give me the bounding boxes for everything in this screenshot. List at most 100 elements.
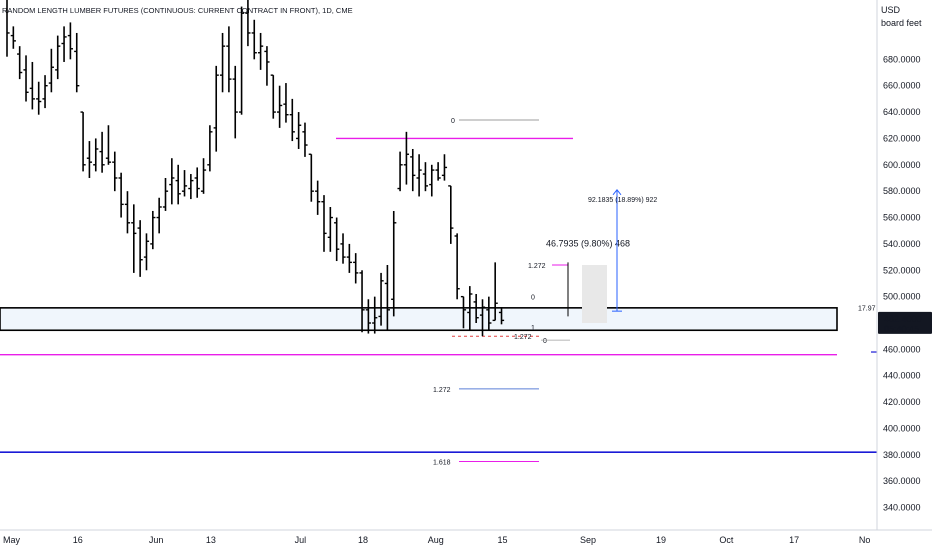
price-tick-label: 360.0000 xyxy=(883,476,921,486)
price-tick-label: 620.0000 xyxy=(883,133,921,143)
ohlc-bar xyxy=(308,153,314,202)
price-tick-label: 660.0000 xyxy=(883,81,921,91)
ohlc-bar xyxy=(175,164,181,205)
ohlc-bar xyxy=(137,220,143,277)
ohlc-bar xyxy=(454,233,460,300)
ohlc-bar xyxy=(232,65,238,139)
ohlc-bar xyxy=(93,138,99,172)
ohlc-bar xyxy=(353,253,359,284)
time-tick-label: 18 xyxy=(358,535,368,545)
fib-1618-label: 1.618 xyxy=(433,459,451,466)
ohlc-bar xyxy=(188,174,194,200)
ohlc-bar xyxy=(422,162,429,192)
ohlc-bar xyxy=(416,154,422,197)
price-axis[interactable]: 340.0000 360.0000 380.0000 400.0000 420.0000… xyxy=(876,0,932,530)
time-tick-label: 15 xyxy=(498,535,508,545)
time-tick-label: Sep xyxy=(580,535,596,545)
ohlc-bar xyxy=(460,295,467,329)
support-zone-box xyxy=(0,307,838,332)
price-tag-countdown: 05:40:45 xyxy=(884,324,919,334)
ohlc-bar xyxy=(105,125,112,165)
price-axis-unit: board feet xyxy=(881,18,922,28)
ohlc-bar xyxy=(302,122,308,157)
price-tick-label: 560.0000 xyxy=(883,213,921,223)
ohlc-bar xyxy=(429,164,435,197)
ohlc-bar xyxy=(441,154,448,181)
ohlc-bar xyxy=(277,85,283,128)
ohlc-bar xyxy=(270,74,276,119)
price-tick-label: 520.0000 xyxy=(883,265,921,275)
time-axis[interactable]: May 16 Jun 13 Jul 18 Aug 15 Sep 19 Oct 17 No xyxy=(0,529,932,545)
ohlc-bar xyxy=(181,170,188,197)
ohlc-bar xyxy=(372,296,378,334)
drawing-layer-front: 46.7935 (9.80%) 468 92.1835 (18.89%) 922 1… xyxy=(546,189,877,353)
ohlc-bar xyxy=(321,195,327,252)
left-value-label: 17.97 xyxy=(858,305,876,312)
ohlc-bar xyxy=(86,141,93,178)
price-tick-label: 460.0000 xyxy=(883,344,921,354)
small-fib-0b-label: 0 xyxy=(543,338,547,345)
price-tick-label: 340.0000 xyxy=(883,503,921,513)
ohlc-bar xyxy=(80,111,86,172)
ohlc-bar xyxy=(162,177,169,211)
ohlc-bar xyxy=(258,32,264,70)
time-tick-label: Jun xyxy=(149,535,164,545)
ohlc-bar xyxy=(226,26,232,93)
ohlc-bar xyxy=(479,299,486,337)
ohlc-bar xyxy=(315,180,321,215)
ohlc-bar xyxy=(486,296,492,330)
price-tick-label: 600.0000 xyxy=(883,160,921,170)
small-fib-0-label: 0 xyxy=(531,295,535,302)
price-tick-label: 640.0000 xyxy=(883,107,921,117)
ohlc-bar xyxy=(55,35,61,80)
ohlc-bar xyxy=(340,233,346,264)
ohlc-bar xyxy=(283,83,289,123)
ohlc-bar xyxy=(378,272,384,326)
price-tick-label: 580.0000 xyxy=(883,186,921,196)
time-tick-label: 13 xyxy=(206,535,216,545)
price-axis-currency: USD xyxy=(881,5,901,15)
ohlc-bar xyxy=(131,204,137,273)
small-fib-1272b-label: 1.272 xyxy=(514,334,532,341)
time-tick-label: Jul xyxy=(295,535,307,545)
ohlc-bar xyxy=(327,206,333,252)
ohlc-bar xyxy=(289,98,295,142)
ohlc-bar xyxy=(42,75,48,109)
price-tick-label: 380.0000 xyxy=(883,450,921,460)
ohlc-bar xyxy=(448,185,454,244)
ohlc-bar xyxy=(467,286,473,330)
price-tick-label: 540.0000 xyxy=(883,239,921,249)
ohlc-bar xyxy=(334,217,340,262)
ohlc-bar xyxy=(112,151,118,192)
ohlc-bar xyxy=(264,46,270,86)
ohlc-bar xyxy=(67,22,73,60)
ohlc-bar xyxy=(346,243,352,273)
price-tag-value: 482.4000 xyxy=(884,314,922,324)
price-tick-label: 440.0000 xyxy=(883,371,921,381)
ohlc-bar xyxy=(251,19,257,60)
ohlc-bar xyxy=(194,167,200,198)
ohlc-bar xyxy=(384,265,390,330)
ohlc-bar xyxy=(492,262,498,322)
range-label: 92.1835 (18.89%) 922 xyxy=(588,197,657,204)
time-tick-label: Oct xyxy=(719,535,734,545)
price-tick-label: 420.0000 xyxy=(883,397,921,407)
ohlc-bar xyxy=(397,151,403,192)
ohlc-bar xyxy=(36,81,42,115)
ohlc-bar xyxy=(124,191,131,234)
drawing-layer-back: 0 1.272 1.618 1.272 0 1 1.272 0 xyxy=(0,118,877,466)
time-tick-label: Aug xyxy=(428,535,444,545)
ohlc-bar xyxy=(296,112,302,149)
ohlc-bar xyxy=(143,233,150,271)
ohlc-bar xyxy=(74,32,80,93)
ohlc-bar xyxy=(473,294,479,324)
ohlc-bar xyxy=(200,158,207,194)
time-tick-label: No xyxy=(859,535,871,545)
ohlc-bar xyxy=(498,307,505,325)
ohlc-bar xyxy=(48,48,54,93)
ohlc-bar xyxy=(238,6,245,115)
ohlc-bar xyxy=(17,46,23,80)
